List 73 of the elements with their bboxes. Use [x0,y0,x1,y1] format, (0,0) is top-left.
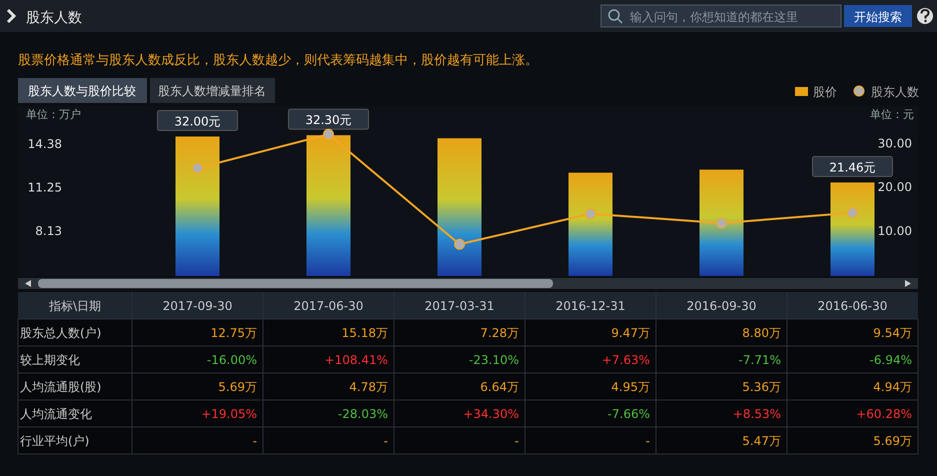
x-tick-label: 2017-03-31 [424,299,494,313]
category-label: 股东总人数(户) [20,326,102,340]
text: -7.66% [608,407,650,421]
text: 股东人数与股价比较 [28,84,136,98]
text: -6.94% [870,353,912,367]
chart-title: 股东人数 [26,10,82,26]
category-label: 人均流通变化 [20,407,92,421]
y2-tick-label: 30.00 [878,136,912,151]
text: 9.47万 [611,326,650,340]
y-tick-label: 14.38 [28,136,62,151]
text: -28.03% [338,407,388,421]
x-tick-label: 2017-06-30 [294,299,364,313]
chart-subtitle: 股票价格通常与股东人数成反比，股东人数越少，则代表筹码越集中，股价越有可能上涨。 [18,53,538,68]
point [585,208,596,220]
point [192,162,203,174]
y-tick-label: 8.13 [35,224,62,238]
text: 7.28万 [480,326,519,340]
text: 5.69万 [873,434,912,448]
y2-axis-title: 单位：元 [870,108,914,121]
y2-tick-label: 10.00 [878,224,912,238]
legend-label: 股价 [813,85,837,99]
text: +19.05% [201,407,257,421]
category-label: 行业平均(户) [20,434,90,448]
y-tick-label: 11.25 [28,180,62,194]
text: -23.10% [468,353,519,367]
text: 5.47万 [742,434,781,448]
bar [306,135,350,276]
text: 4.95万 [611,380,650,394]
category-label: 人均流通股(股) [20,380,102,394]
text: -16.00% [206,353,257,367]
y2-tick-label: 20.00 [878,180,912,194]
category-label: 较上期变化 [20,353,80,367]
text: +34.30% [463,407,519,421]
text: 5.36万 [742,380,781,394]
bar [700,170,744,276]
text: 股东人数增减量排名 [158,84,266,98]
point [847,207,858,218]
text: 6.64万 [480,380,519,394]
text: 4.78万 [349,380,388,394]
text: +8.53% [732,407,781,421]
data-label: 32.00元 [174,114,221,129]
data-label: 21.46元 [829,160,876,174]
point [323,128,334,140]
text: 输入问句，你想知道的都在这里 [630,10,798,24]
text: - [252,434,257,448]
x-tick-label: 2016-12-31 [556,299,626,313]
legend-label: 股东人数 [871,85,919,99]
text: 5.69万 [218,380,257,394]
text: +108.41% [324,353,388,367]
bar [438,138,482,276]
bar [830,182,874,276]
text: +7.63% [602,353,650,367]
text: +60.28% [856,407,912,421]
bar [176,136,220,276]
x-tick-label: 2016-06-30 [818,299,888,313]
y-axis-title: 单位：万户 [26,108,81,121]
text: - [646,434,650,448]
data-label: 32.30元 [305,113,352,128]
text: 15.18万 [342,326,388,340]
point [454,238,465,250]
text: 开始搜索 [854,10,902,24]
text: -7.71% [738,353,781,367]
text: 8.80万 [742,326,781,340]
text: 9.54万 [873,326,912,340]
x-tick-label: 2016-09-30 [686,299,756,313]
point [716,218,727,229]
text: - [384,434,388,448]
text: 指标\日期 [48,299,102,313]
text: 12.75万 [210,326,257,340]
text: - [514,434,519,448]
bar [568,172,612,276]
x-tick-label: 2017-09-30 [162,299,232,313]
text: 4.94万 [873,380,912,394]
